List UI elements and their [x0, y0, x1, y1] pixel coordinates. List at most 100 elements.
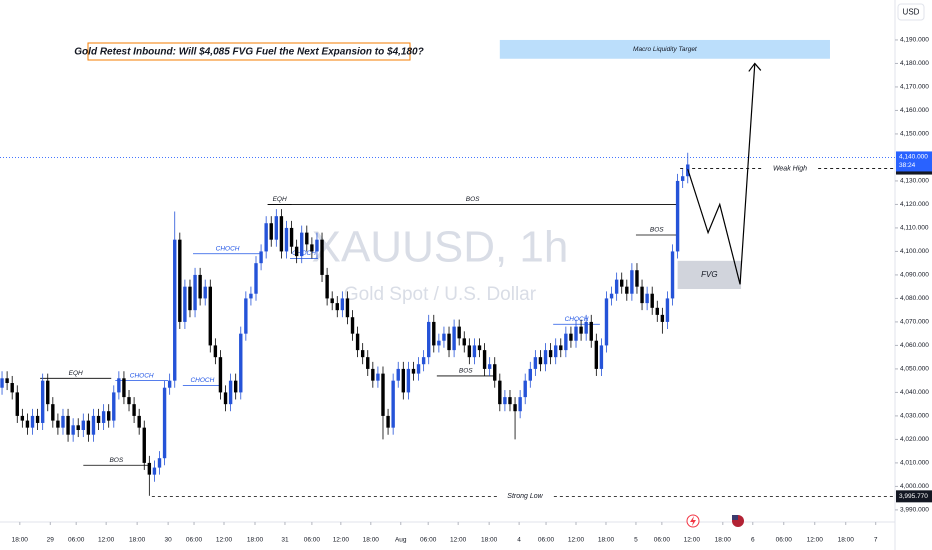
candle-body: [493, 364, 497, 381]
candle-body: [101, 411, 106, 423]
projection-arrowhead: [748, 62, 762, 72]
candle-body: [254, 263, 258, 294]
candle-body: [620, 279, 624, 287]
y-tick-label: 4,030.000: [900, 413, 929, 420]
candle-body: [233, 380, 238, 393]
y-tick-label: 4,110.000: [900, 225, 929, 232]
candle-body: [46, 380, 50, 405]
candle-body: [66, 415, 70, 435]
structure-label: CHOCH: [292, 250, 316, 257]
level-label-bg: [499, 491, 551, 502]
x-tick-label: 5: [634, 537, 638, 544]
candle-body: [81, 420, 86, 431]
x-tick-label: 29: [47, 537, 55, 544]
candle-body: [10, 383, 14, 393]
candle-body: [228, 380, 233, 405]
candle-body: [198, 274, 202, 299]
projection-path: [687, 63, 756, 285]
candle-body: [559, 345, 563, 351]
chart-title: Gold Retest Inbound: Will $4,085 FVG Fue…: [74, 47, 423, 58]
candle-body: [30, 415, 35, 428]
candle-body: [61, 415, 65, 428]
candle-body: [437, 340, 441, 346]
x-tick-label: 30: [165, 537, 173, 544]
candle-body: [203, 286, 207, 299]
candle-body: [614, 279, 619, 294]
x-tick-label: Aug: [395, 537, 407, 544]
candle-body: [15, 392, 19, 416]
y-tick-label: 4,060.000: [900, 342, 929, 349]
x-tick-label: 06:00: [654, 537, 671, 544]
candle-body: [310, 244, 314, 252]
last-price-tag: [896, 151, 932, 172]
currency-box[interactable]: [897, 3, 925, 21]
x-tick-label: 12:00: [684, 537, 701, 544]
candle-body: [167, 380, 172, 388]
candle-body: [244, 298, 248, 334]
candle-body: [477, 345, 482, 351]
candle-body: [279, 216, 284, 252]
x-tick-label: 06:00: [776, 537, 793, 544]
candle-body: [421, 357, 426, 365]
candle-body: [391, 380, 395, 428]
candle-body: [213, 345, 218, 358]
x-tick-label: 06:00: [68, 537, 85, 544]
y-tick-label: 4,130.000: [900, 178, 929, 185]
candle-body: [640, 286, 644, 304]
event-icons[interactable]: [686, 514, 744, 528]
candle-body: [675, 180, 680, 252]
candle-body: [574, 326, 578, 341]
candle-body: [325, 274, 329, 299]
x-tick-label: 18:00: [481, 537, 498, 544]
zone-label: Macro Liquidity Target: [633, 46, 698, 53]
candle-body: [56, 420, 60, 428]
x-tick-label: 18:00: [838, 537, 855, 544]
candle-body: [482, 350, 487, 369]
candle-body: [294, 246, 299, 257]
x-tick-label: 18:00: [363, 537, 380, 544]
candle-body: [635, 270, 639, 287]
x-tick-label: 06:00: [304, 537, 321, 544]
candle-body: [630, 270, 634, 294]
candle-body: [498, 380, 502, 405]
level-label-bg: [764, 163, 816, 174]
y-tick-label: 4,010.000: [900, 460, 929, 467]
candle-body: [553, 345, 558, 358]
candle-body: [472, 345, 477, 358]
candle-body: [208, 286, 212, 346]
candle-body: [513, 404, 517, 412]
candle-body: [335, 303, 339, 311]
candle-body: [604, 298, 609, 346]
x-tick-label: 06:00: [186, 537, 203, 544]
x-tick-label: 18:00: [129, 537, 146, 544]
structure-label: CHOCH: [565, 316, 589, 323]
candle-body: [432, 321, 436, 346]
candle-body: [20, 415, 25, 421]
candle-body: [284, 227, 289, 252]
candle-body: [96, 415, 101, 423]
candle-body: [589, 321, 593, 341]
x-tick-label: 4: [517, 537, 521, 544]
candle-body: [427, 321, 431, 358]
x-tick-label: 18:00: [247, 537, 264, 544]
level-label: Weak High: [773, 165, 807, 172]
y-tick-label: 4,090.000: [900, 272, 929, 279]
structure-label: BOS: [650, 227, 664, 234]
candle-body: [609, 293, 614, 299]
last-price-label: 4,140.000: [899, 154, 928, 161]
candle-body: [396, 368, 400, 381]
candle-body: [579, 326, 583, 334]
candle-body: [564, 333, 568, 351]
candle-body: [503, 397, 507, 405]
structure-label: CHOCH: [216, 245, 240, 252]
y-tick-label: 4,040.000: [900, 389, 929, 396]
candle-body: [528, 368, 532, 381]
title-box: [87, 42, 411, 61]
price-tag-label: 3,995.770: [899, 493, 928, 500]
y-tick-label: 3,990.000: [900, 507, 929, 514]
candle-body: [518, 397, 522, 412]
y-tick-label: 4,150.000: [900, 131, 929, 138]
candle-body: [188, 286, 192, 311]
event-lightning: [690, 516, 696, 526]
